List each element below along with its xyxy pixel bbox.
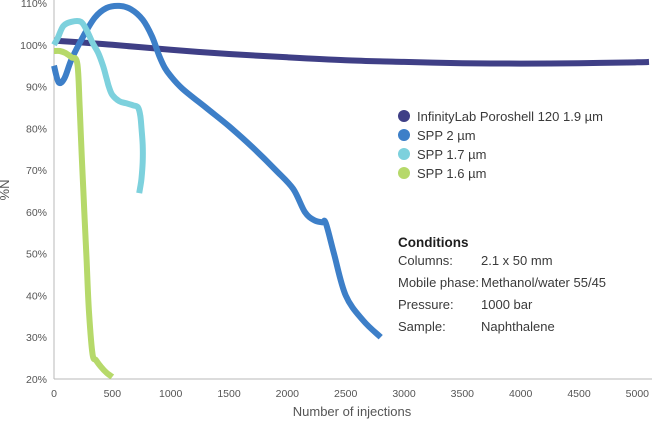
series-lines xyxy=(51,2,650,380)
legend-marker-spp-1-7-m xyxy=(398,148,410,160)
legend: InfinityLab Poroshell 120 1.9 µm SPP 2 µm… xyxy=(398,109,603,181)
legend-label-spp-1-6-m: SPP 1.6 µm xyxy=(417,166,486,181)
plot-area: 20% 30% 40% 50% 60% 70% 80% 90% 100% 110% 0 500 100… xyxy=(20,0,652,400)
y-tick-label: 40% xyxy=(26,290,47,302)
y-axis-title: %N xyxy=(0,180,12,201)
conditions-label-columns: Columns: xyxy=(398,253,453,268)
series-line-spp-2-m xyxy=(51,2,383,340)
y-tick-label: 70% xyxy=(26,165,47,177)
x-tick-label: 4000 xyxy=(509,388,533,400)
legend-label-spp-1-7-m: SPP 1.7 µm xyxy=(417,147,486,162)
legend-marker-spp-2-m xyxy=(398,129,410,141)
legend-label-infinitylab-poroshell-120-1-9-m: InfinityLab Poroshell 120 1.9 µm xyxy=(417,109,603,124)
x-tick-label: 2000 xyxy=(276,388,300,400)
y-tick-label: 20% xyxy=(26,374,47,386)
y-tick-label: 100% xyxy=(20,40,47,52)
y-tick-label: 80% xyxy=(26,123,47,135)
y-tick-label: 50% xyxy=(26,249,47,261)
conditions-title: Conditions xyxy=(398,235,469,250)
x-tick-label: 5000 xyxy=(626,388,650,400)
legend-label-spp-2-m: SPP 2 µm xyxy=(417,128,476,143)
y-tick-label: 30% xyxy=(26,332,47,344)
x-tick-label: 1000 xyxy=(159,388,183,400)
conditions-value-sample: Naphthalene xyxy=(481,319,555,334)
series-line-spp-1-7-m xyxy=(51,18,146,194)
legend-marker-infinitylab-poroshell-120-1-9-m xyxy=(398,110,410,122)
y-tick-label: 110% xyxy=(21,0,47,10)
conditions-value-columns: 2.1 x 50 mm xyxy=(481,253,553,268)
series-line-infinitylab-poroshell-120-1-9-m xyxy=(53,37,650,67)
legend-marker-spp-1-6-m xyxy=(398,167,410,179)
x-tick-label: 2500 xyxy=(334,388,358,400)
y-tick-label: 90% xyxy=(26,82,47,94)
x-tick-label: 500 xyxy=(104,388,122,400)
x-tick-label: 3500 xyxy=(451,388,475,400)
x-tick-label: 3000 xyxy=(392,388,416,400)
y-tick-labels: 20% 30% 40% 50% 60% 70% 80% 90% 100% 110% xyxy=(20,0,47,386)
conditions-value-mobile-phase: Methanol/water 55/45 xyxy=(481,275,606,290)
x-axis-title: Number of injections xyxy=(293,404,412,419)
series-line-spp-1-6-m xyxy=(53,47,115,380)
conditions-label-mobile-phase: Mobile phase: xyxy=(398,275,479,290)
x-tick-label: 4500 xyxy=(567,388,591,400)
conditions-value-pressure: 1000 bar xyxy=(481,297,533,312)
conditions-label-sample: Sample: xyxy=(398,319,446,334)
conditions-box: Conditions Columns: 2.1 x 50 mm Mobile p… xyxy=(398,235,606,334)
x-tick-label: 0 xyxy=(51,388,57,400)
x-tick-labels: 0 500 1000 1500 2000 2500 3000 3500 4000 4500 5000 xyxy=(51,388,649,400)
x-tick-label: 1500 xyxy=(217,388,241,400)
y-tick-label: 60% xyxy=(26,207,47,219)
conditions-label-pressure: Pressure: xyxy=(398,297,454,312)
